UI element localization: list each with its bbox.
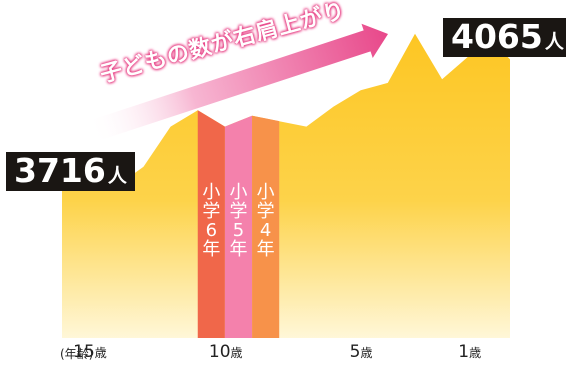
trend-arrow-shape (86, 23, 389, 143)
callout-start-number: 3716 (14, 151, 106, 190)
x-tick-number: 5 (349, 342, 361, 362)
x-tick-label-15: 15歳 (73, 342, 107, 362)
x-tick-label-10: 10歳 (209, 342, 243, 362)
x-tick-unit: 歳 (469, 346, 482, 360)
population-area (62, 33, 510, 338)
callout-end-number: 4065 (451, 17, 543, 56)
highlight-band-label-2: 小学5年 (229, 182, 248, 260)
callout-end-unit: 人 (544, 31, 564, 53)
x-tick-unit: 歳 (94, 346, 107, 360)
x-tick-label-5: 5歳 (350, 342, 373, 362)
x-tick-label-1: 1歳 (458, 342, 481, 362)
x-tick-number: 10 (208, 342, 231, 362)
x-axis-label: (年齢) (60, 347, 94, 361)
highlight-band-1 (197, 110, 225, 338)
callout-start-unit: 人 (107, 165, 127, 187)
callout-end-value: 4065 人 (443, 18, 566, 57)
highlight-band-2 (224, 115, 253, 338)
highlight-band-3 (252, 115, 280, 338)
highlight-band-label-3: 小学4年 (256, 182, 275, 260)
x-tick-number: 1 (458, 342, 470, 362)
x-tick-unit: 歳 (230, 346, 243, 360)
callout-start-value: 3716 人 (6, 152, 135, 191)
highlight-band-label-1: 小学6年 (202, 182, 221, 260)
x-tick-unit: 歳 (360, 346, 373, 360)
x-tick-number: 15 (73, 342, 95, 362)
trend-arrow (86, 23, 389, 143)
